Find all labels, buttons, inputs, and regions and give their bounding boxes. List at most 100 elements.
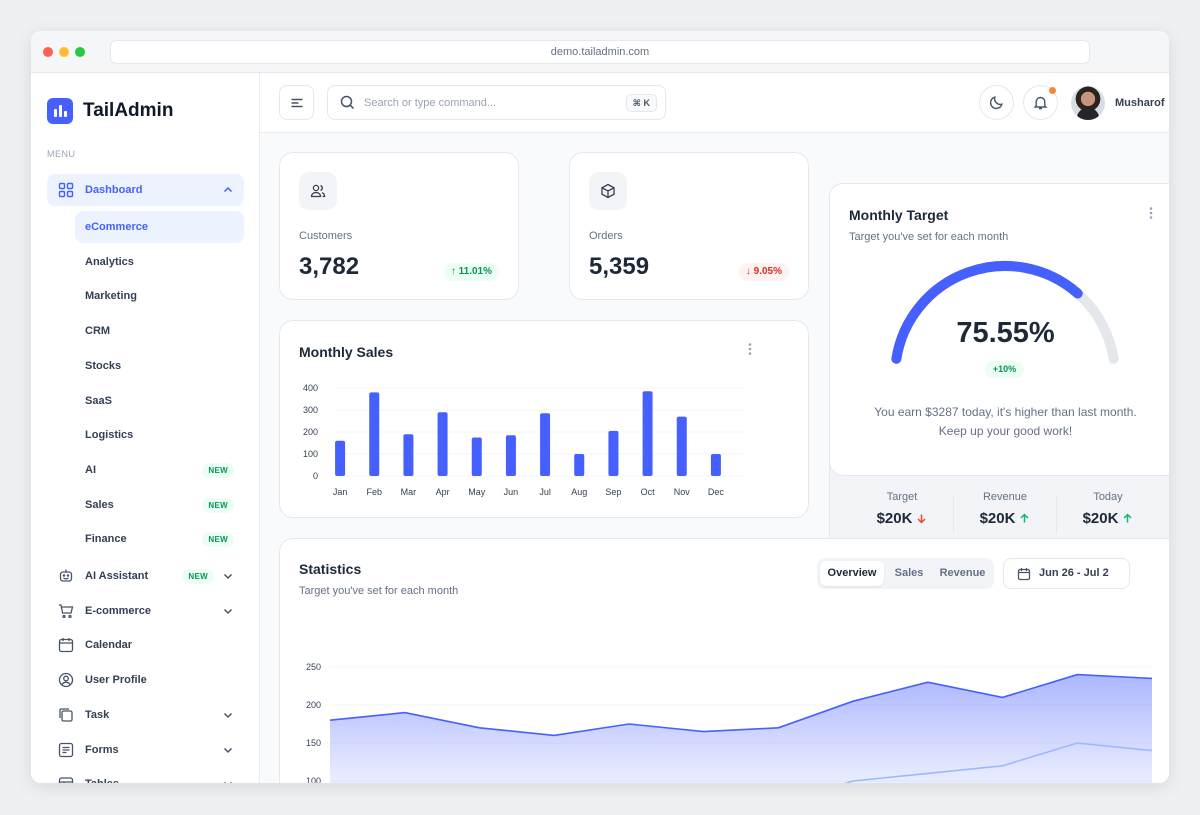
main-content: Customers 3,782 ↑ 11.01% Orders 5,359 ↓ … (260, 133, 1169, 783)
sidebar-subitem-label: Stocks (85, 359, 122, 372)
close-window-dot[interactable] (43, 47, 53, 57)
more-options-icon[interactable] (1144, 206, 1158, 220)
avatar (1071, 85, 1105, 120)
monthly-sales-chart: 0 100 200 300 400 Jan Feb Mar Apr May Jun Jul Aug Sep… (303, 383, 744, 497)
sidebar-item-label: Calendar (85, 639, 133, 652)
more-options-icon[interactable] (743, 342, 757, 356)
maximize-window-dot[interactable] (75, 47, 85, 57)
sidebar-item-e-commerce[interactable]: E-commerce (47, 595, 244, 627)
notifications-button[interactable] (1023, 85, 1058, 120)
sidebar-subitem-logistics[interactable]: Logistics (75, 419, 244, 451)
y-tick-label: 200 (306, 700, 321, 710)
sidebar-item-label: AI Assistant (85, 570, 149, 582)
minimize-window-dot[interactable] (59, 47, 69, 57)
customers-value: 3,782 (299, 253, 360, 280)
grid-icon (58, 182, 74, 198)
bar-feb[interactable] (369, 392, 380, 476)
chevron-down-icon (223, 712, 233, 718)
x-tick-label: Oct (641, 487, 656, 497)
sidebar-item-tables[interactable]: Tables (47, 768, 244, 783)
bar-sep[interactable] (608, 430, 619, 476)
users-icon-box (299, 172, 337, 210)
sidebar-subitem-marketing[interactable]: Marketing (75, 280, 244, 312)
x-tick-label: Aug (571, 487, 587, 497)
footer-value-row: $20K (955, 510, 1055, 527)
sidebar-item-calendar[interactable]: Calendar (47, 629, 244, 661)
theme-toggle-button[interactable] (979, 85, 1014, 120)
sidebar-item-label: User Profile (85, 674, 147, 687)
user-name: Musharof (1115, 96, 1165, 109)
sidebar-item-task[interactable]: Task (47, 699, 244, 731)
sidebar-subitem-analytics[interactable]: Analytics (75, 246, 244, 278)
bar-apr[interactable] (437, 412, 448, 476)
sidebar-subitem-saas[interactable]: SaaS (75, 385, 244, 417)
sidebar-item-forms[interactable]: Forms (47, 734, 244, 766)
new-badge: NEW (202, 462, 234, 478)
bar-aug[interactable] (574, 454, 585, 476)
chevron-down-icon (223, 747, 233, 753)
customers-label: Customers (299, 230, 353, 242)
x-tick-label: Apr (436, 487, 450, 497)
sidebar-subitem-label: Finance (85, 533, 127, 546)
date-range-picker[interactable]: Jun 26 - Jul 2 (1003, 558, 1130, 589)
y-tick-label: 150 (306, 738, 321, 748)
search-box[interactable]: ⌘ K (327, 85, 666, 120)
sidebar-subitem-ecommerce[interactable]: eCommerce (75, 211, 244, 243)
sidebar-subitem-sales[interactable]: Sales NEW (75, 489, 244, 521)
arrow-down-icon (917, 514, 926, 524)
monthly-target-subtitle: Target you've set for each month (849, 231, 1009, 243)
y-tick-label: 400 (303, 383, 318, 393)
orders-value: 5,359 (589, 253, 650, 280)
bar-nov[interactable] (676, 416, 687, 476)
tab-sales[interactable]: Sales (894, 567, 924, 579)
monthly-target-title: Monthly Target (849, 207, 949, 223)
address-bar[interactable]: demo.tailadmin.com (110, 40, 1090, 64)
search-input[interactable] (364, 94, 614, 112)
brand-logo[interactable]: TailAdmin (47, 98, 173, 124)
sidebar-item-ai-assistant[interactable]: AI Assistant NEW (47, 560, 244, 592)
x-tick-label: Jan (333, 487, 348, 497)
bar-jun[interactable] (505, 435, 516, 476)
x-tick-label: Nov (674, 487, 691, 497)
y-tick-label: 0 (313, 471, 318, 481)
chevron-down-icon (224, 782, 232, 783)
y-tick-label: 200 (303, 427, 318, 437)
toggle-sidebar-button[interactable] (279, 85, 314, 120)
task-icon (59, 708, 73, 722)
target-footer-today: Today $20K (1058, 491, 1158, 527)
user-menu[interactable]: Musharof (1071, 85, 1169, 120)
sidebar-subitem-stocks[interactable]: Stocks (75, 350, 244, 382)
monthly-sales-card: Monthly Sales 0 100 200 300 400 Jan Feb Mar Apr M… (279, 320, 809, 518)
sidebar-subitem-ai[interactable]: AI NEW (75, 454, 244, 486)
form-icon (58, 742, 74, 757)
sidebar-item-dashboard[interactable]: Dashboard (47, 174, 244, 206)
statistics-subtitle: Target you've set for each month (299, 585, 459, 597)
series-line (329, 673, 1153, 737)
search-icon (340, 95, 355, 110)
logo-icon (47, 98, 73, 124)
gauge-progress (891, 261, 1083, 364)
bar-mar[interactable] (403, 434, 414, 476)
bar-dec[interactable] (710, 454, 721, 476)
new-badge: NEW (202, 532, 234, 548)
sidebar-item-label: Tables (85, 778, 119, 783)
calendar-icon (1017, 568, 1031, 581)
sidebar-item-user-profile[interactable]: User Profile (47, 664, 244, 696)
bar-jan[interactable] (335, 440, 346, 476)
sidebar-subitem-crm[interactable]: CRM (75, 315, 244, 347)
chevron-up-icon (223, 186, 233, 193)
bar-jul[interactable] (540, 413, 551, 476)
user-circle-icon (58, 672, 74, 688)
tab-overview[interactable]: Overview (820, 561, 884, 586)
bar-may[interactable] (471, 437, 482, 477)
footer-value: $20K (1082, 510, 1119, 527)
bar-oct[interactable] (642, 391, 653, 476)
notification-dot (1049, 87, 1056, 94)
statistics-chart: 100 150 200 250 (306, 662, 1153, 783)
target-footer-target: Target $20K (852, 491, 952, 527)
sidebar-item-label: Task (85, 708, 110, 721)
sidebar-subitem-finance[interactable]: Finance NEW (75, 523, 244, 555)
chevron-down-icon (223, 573, 233, 580)
tab-revenue[interactable]: Revenue (939, 567, 986, 579)
calendar-icon (58, 638, 74, 653)
